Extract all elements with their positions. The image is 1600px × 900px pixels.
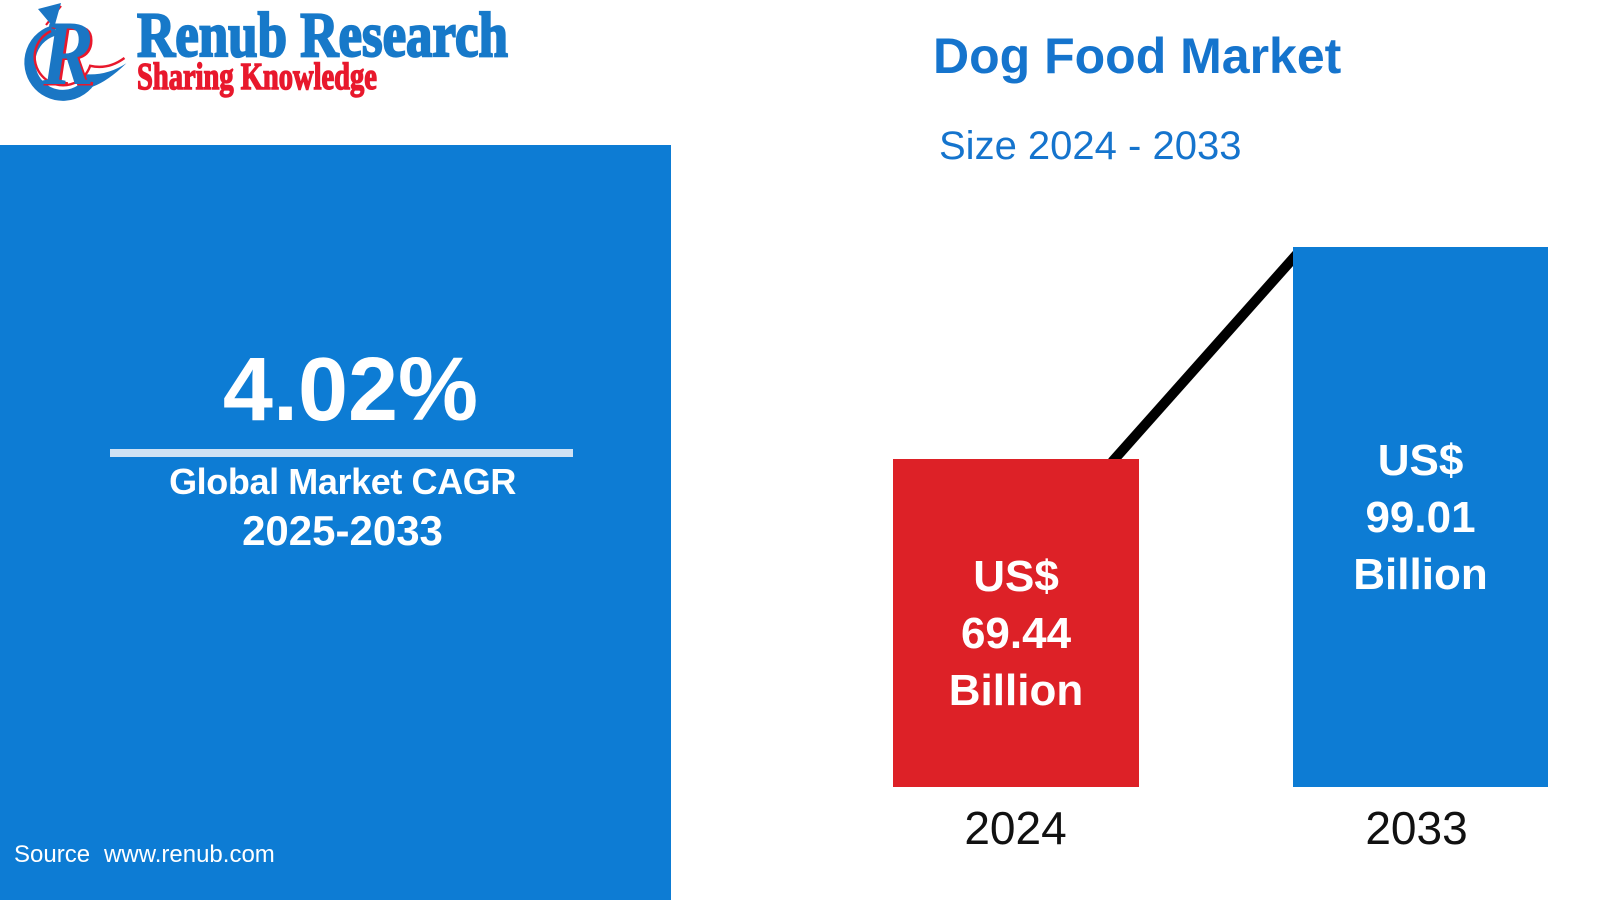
svg-text:R: R <box>40 3 94 105</box>
svg-text:R: R <box>43 4 97 106</box>
